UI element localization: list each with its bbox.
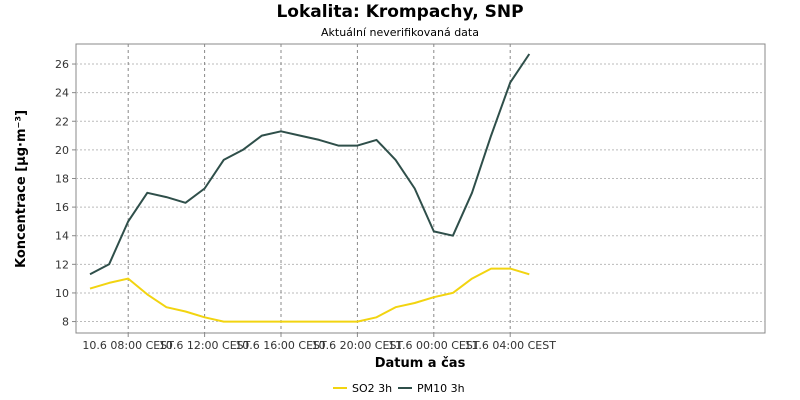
chart-subtitle: Aktuální neverifikovaná data	[321, 26, 479, 39]
y-tick-label: 10	[55, 287, 69, 300]
y-tick-label: 22	[55, 115, 69, 128]
series-line-pm10-3h	[89, 53, 531, 276]
y-axis-ticks: 8 10 12 14 16 18 20 22 24 26	[55, 58, 76, 329]
y-tick-label: 18	[55, 172, 69, 185]
y-tick-label: 26	[55, 58, 69, 71]
x-tick-label: 10.6 12:00 CEST	[159, 339, 251, 352]
y-tick-label: 16	[55, 201, 69, 214]
x-tick-label: 10.6 16:00 CEST	[235, 339, 327, 352]
y-tick-label: 8	[62, 316, 69, 329]
legend-label-so2-3h: SO2 3h	[352, 382, 392, 395]
series-line-so2-3h	[89, 267, 530, 323]
legend: SO2 3h PM10 3h	[333, 382, 465, 395]
x-tick-label: 10.6 20:00 CEST	[312, 339, 404, 352]
y-tick-label: 24	[55, 87, 69, 100]
y-axis-label: Koncentrace [µg·m⁻³]	[14, 110, 29, 268]
x-tick-label: 10.6 08:00 CEST	[82, 339, 174, 352]
series	[89, 53, 531, 323]
y-tick-label: 20	[55, 144, 69, 157]
x-axis-label: Datum a čas	[375, 356, 466, 371]
x-tick-label: 11.6 00:00 CEST	[388, 339, 480, 352]
chart-title: Lokalita: Krompachy, SNP	[276, 2, 523, 22]
y-tick-label: 12	[55, 258, 69, 271]
grid	[76, 44, 765, 333]
legend-label-pm10-3h: PM10 3h	[417, 382, 465, 395]
y-tick-label: 14	[55, 230, 69, 243]
x-tick-label: 11.6 04:00 CEST	[464, 339, 556, 352]
plot-area	[75, 43, 766, 334]
